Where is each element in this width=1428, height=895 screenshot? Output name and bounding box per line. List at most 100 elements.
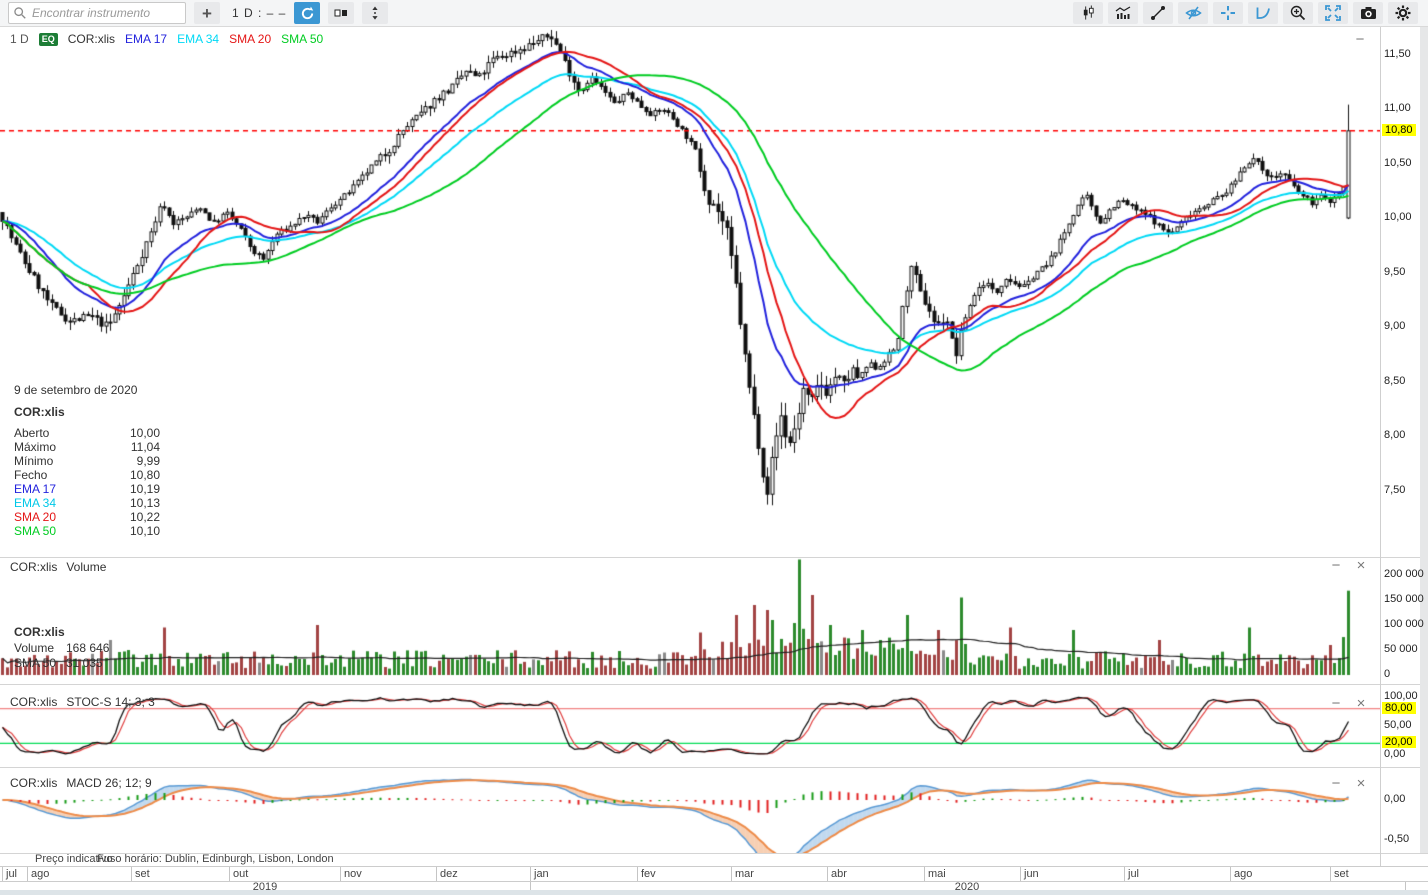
month-label: set (1334, 868, 1349, 880)
magnet-curve-tool-button[interactable] (1248, 2, 1278, 24)
bottom-strip (0, 890, 1428, 895)
macd-pane-minimize-button[interactable]: − (1331, 775, 1341, 792)
search-icon (14, 7, 26, 19)
axis-tick-label: 8,00 (1384, 429, 1406, 441)
macd-pane-close-button[interactable]: × (1356, 775, 1366, 792)
chart-footer: Preço indicativo Fuso horário: Dublin, E… (0, 853, 1428, 866)
zoom-in-icon (1290, 5, 1306, 21)
month-tick (436, 867, 437, 881)
screenshot-button[interactable] (1353, 2, 1383, 24)
pane-separator (0, 853, 1428, 854)
month-tick (637, 867, 638, 881)
info-row: Mínimo 9,99 (14, 454, 160, 468)
month-tick (827, 867, 828, 881)
axis-tick-label: 150 000 (1384, 593, 1424, 605)
bar-chart-icon (1115, 6, 1131, 19)
settings-button[interactable] (1388, 2, 1418, 24)
chart-canvas[interactable] (0, 27, 1380, 853)
fullscreen-button[interactable] (1318, 2, 1348, 24)
month-label: mar (735, 868, 754, 880)
hide-drawings-button[interactable] (1178, 2, 1208, 24)
main-legend: 1 D EQ COR:xlis EMA 17 EMA 34 SMA 20 SMA 50 (10, 32, 333, 46)
instrument-search[interactable] (8, 2, 186, 24)
year-divider (530, 882, 531, 891)
legend-indicator[interactable]: EMA 17 (125, 32, 168, 46)
stoc-pane-minimize-button[interactable]: − (1331, 695, 1341, 712)
axis-tick-label: 0 (1384, 668, 1391, 680)
candlestick-chart-button[interactable] (1073, 2, 1103, 24)
month-tick (731, 867, 732, 881)
legend-symbol-label[interactable]: COR:xlis (67, 32, 116, 46)
macd-pane-indicator: MACD 26; 12; 9 (66, 776, 152, 790)
month-label: jul (1128, 868, 1140, 880)
month-label: nov (344, 868, 362, 880)
volume-pane-minimize-button[interactable]: − (1331, 557, 1341, 574)
candlestick-icon (1083, 5, 1094, 20)
chart-style-icon (334, 9, 348, 17)
month-label: ago (1234, 868, 1253, 880)
month-label: fev (641, 868, 656, 880)
axis-tick-label: 20,00 (1382, 736, 1416, 749)
zoom-in-button[interactable] (1283, 2, 1313, 24)
macd-pane-title: COR:xlis MACD 26; 12; 9 (10, 776, 152, 790)
volume-pane-close-button[interactable]: × (1356, 557, 1366, 574)
info-date: 9 de setembro de 2020 (14, 383, 138, 397)
period-label[interactable]: 1 D : – – (232, 6, 287, 20)
chart-style-button[interactable] (328, 2, 355, 24)
month-tick (530, 867, 531, 881)
legend-indicator[interactable]: SMA 20 (229, 32, 272, 46)
gear-icon (1395, 5, 1411, 21)
crosshair-tool-button[interactable] (1213, 2, 1243, 24)
axis-tick-label: 10,00 (1384, 211, 1412, 223)
month-label: set (135, 868, 150, 880)
volume-info-row: SMA 50 31 035 (14, 656, 103, 670)
month-tick (1330, 867, 1331, 881)
fit-vertical-button[interactable] (362, 2, 389, 24)
price-indicative-note: Preço indicativo (35, 853, 113, 865)
indicator-chart-button[interactable] (1108, 2, 1138, 24)
search-input[interactable] (30, 4, 181, 22)
right-scrollbar-strip[interactable] (1420, 27, 1428, 853)
info-row: SMA 50 10,10 (14, 524, 160, 538)
undo-icon (301, 6, 314, 19)
axis-tick-label: 11,00 (1384, 102, 1411, 114)
crosshair-icon (1221, 6, 1235, 20)
toolbar-right-group (1073, 2, 1422, 24)
pane-separator[interactable] (0, 557, 1428, 558)
month-label: jan (534, 868, 549, 880)
legend-indicator[interactable]: EMA 34 (177, 32, 220, 46)
axis-tick-label: 8,50 (1384, 374, 1406, 387)
month-tick (229, 867, 230, 881)
volume-pane-indicator: Volume (66, 560, 107, 574)
axis-tick-label: 100,00 (1384, 690, 1418, 702)
info-row: Fecho 10,80 (14, 468, 160, 482)
month-label: out (233, 868, 249, 880)
reset-zoom-button[interactable] (294, 2, 321, 24)
add-instrument-button[interactable]: + (194, 2, 220, 24)
info-row: EMA 17 10,19 (14, 482, 160, 496)
volume-info-row: Volume 168 646 (14, 641, 110, 655)
price-axis[interactable]: 11,50 11,00 10,80 10,50 10,00 9,50 9,00 8,50 8,0… (1382, 0, 1428, 895)
axis-tick-label: 50,00 (1384, 719, 1412, 731)
price-axis-border (1380, 27, 1381, 866)
trendline-tool-button[interactable] (1143, 2, 1173, 24)
stoc-pane-close-button[interactable]: × (1356, 695, 1366, 712)
axis-tick-label: 9,50 (1384, 265, 1406, 278)
eye-off-icon (1184, 6, 1202, 20)
curve-tool-icon (1256, 7, 1270, 19)
main-pane-minimize-button[interactable]: − (1355, 31, 1365, 48)
axis-tick-label: 10,80 (1382, 123, 1416, 136)
fullscreen-icon (1325, 5, 1341, 21)
axis-tick-label: 10,50 (1384, 156, 1412, 169)
info-symbol: COR:xlis (14, 405, 65, 419)
pane-separator[interactable] (0, 684, 1428, 685)
pane-separator[interactable] (0, 767, 1428, 768)
axis-tick-label: 0,00 (1384, 793, 1406, 805)
equity-badge: EQ (38, 32, 58, 46)
info-row: Aberto 10,00 (14, 426, 160, 440)
stoc-pane-symbol: COR:xlis (10, 695, 58, 709)
time-axis-months[interactable]: jul ago set out nov dez jan fev mar abr mai jun jul a… (0, 866, 1428, 882)
quote-info-panel: 9 de setembro de 2020 COR:xlis Aberto 10,… (14, 383, 160, 538)
legend-indicator[interactable]: SMA 50 (281, 32, 324, 46)
